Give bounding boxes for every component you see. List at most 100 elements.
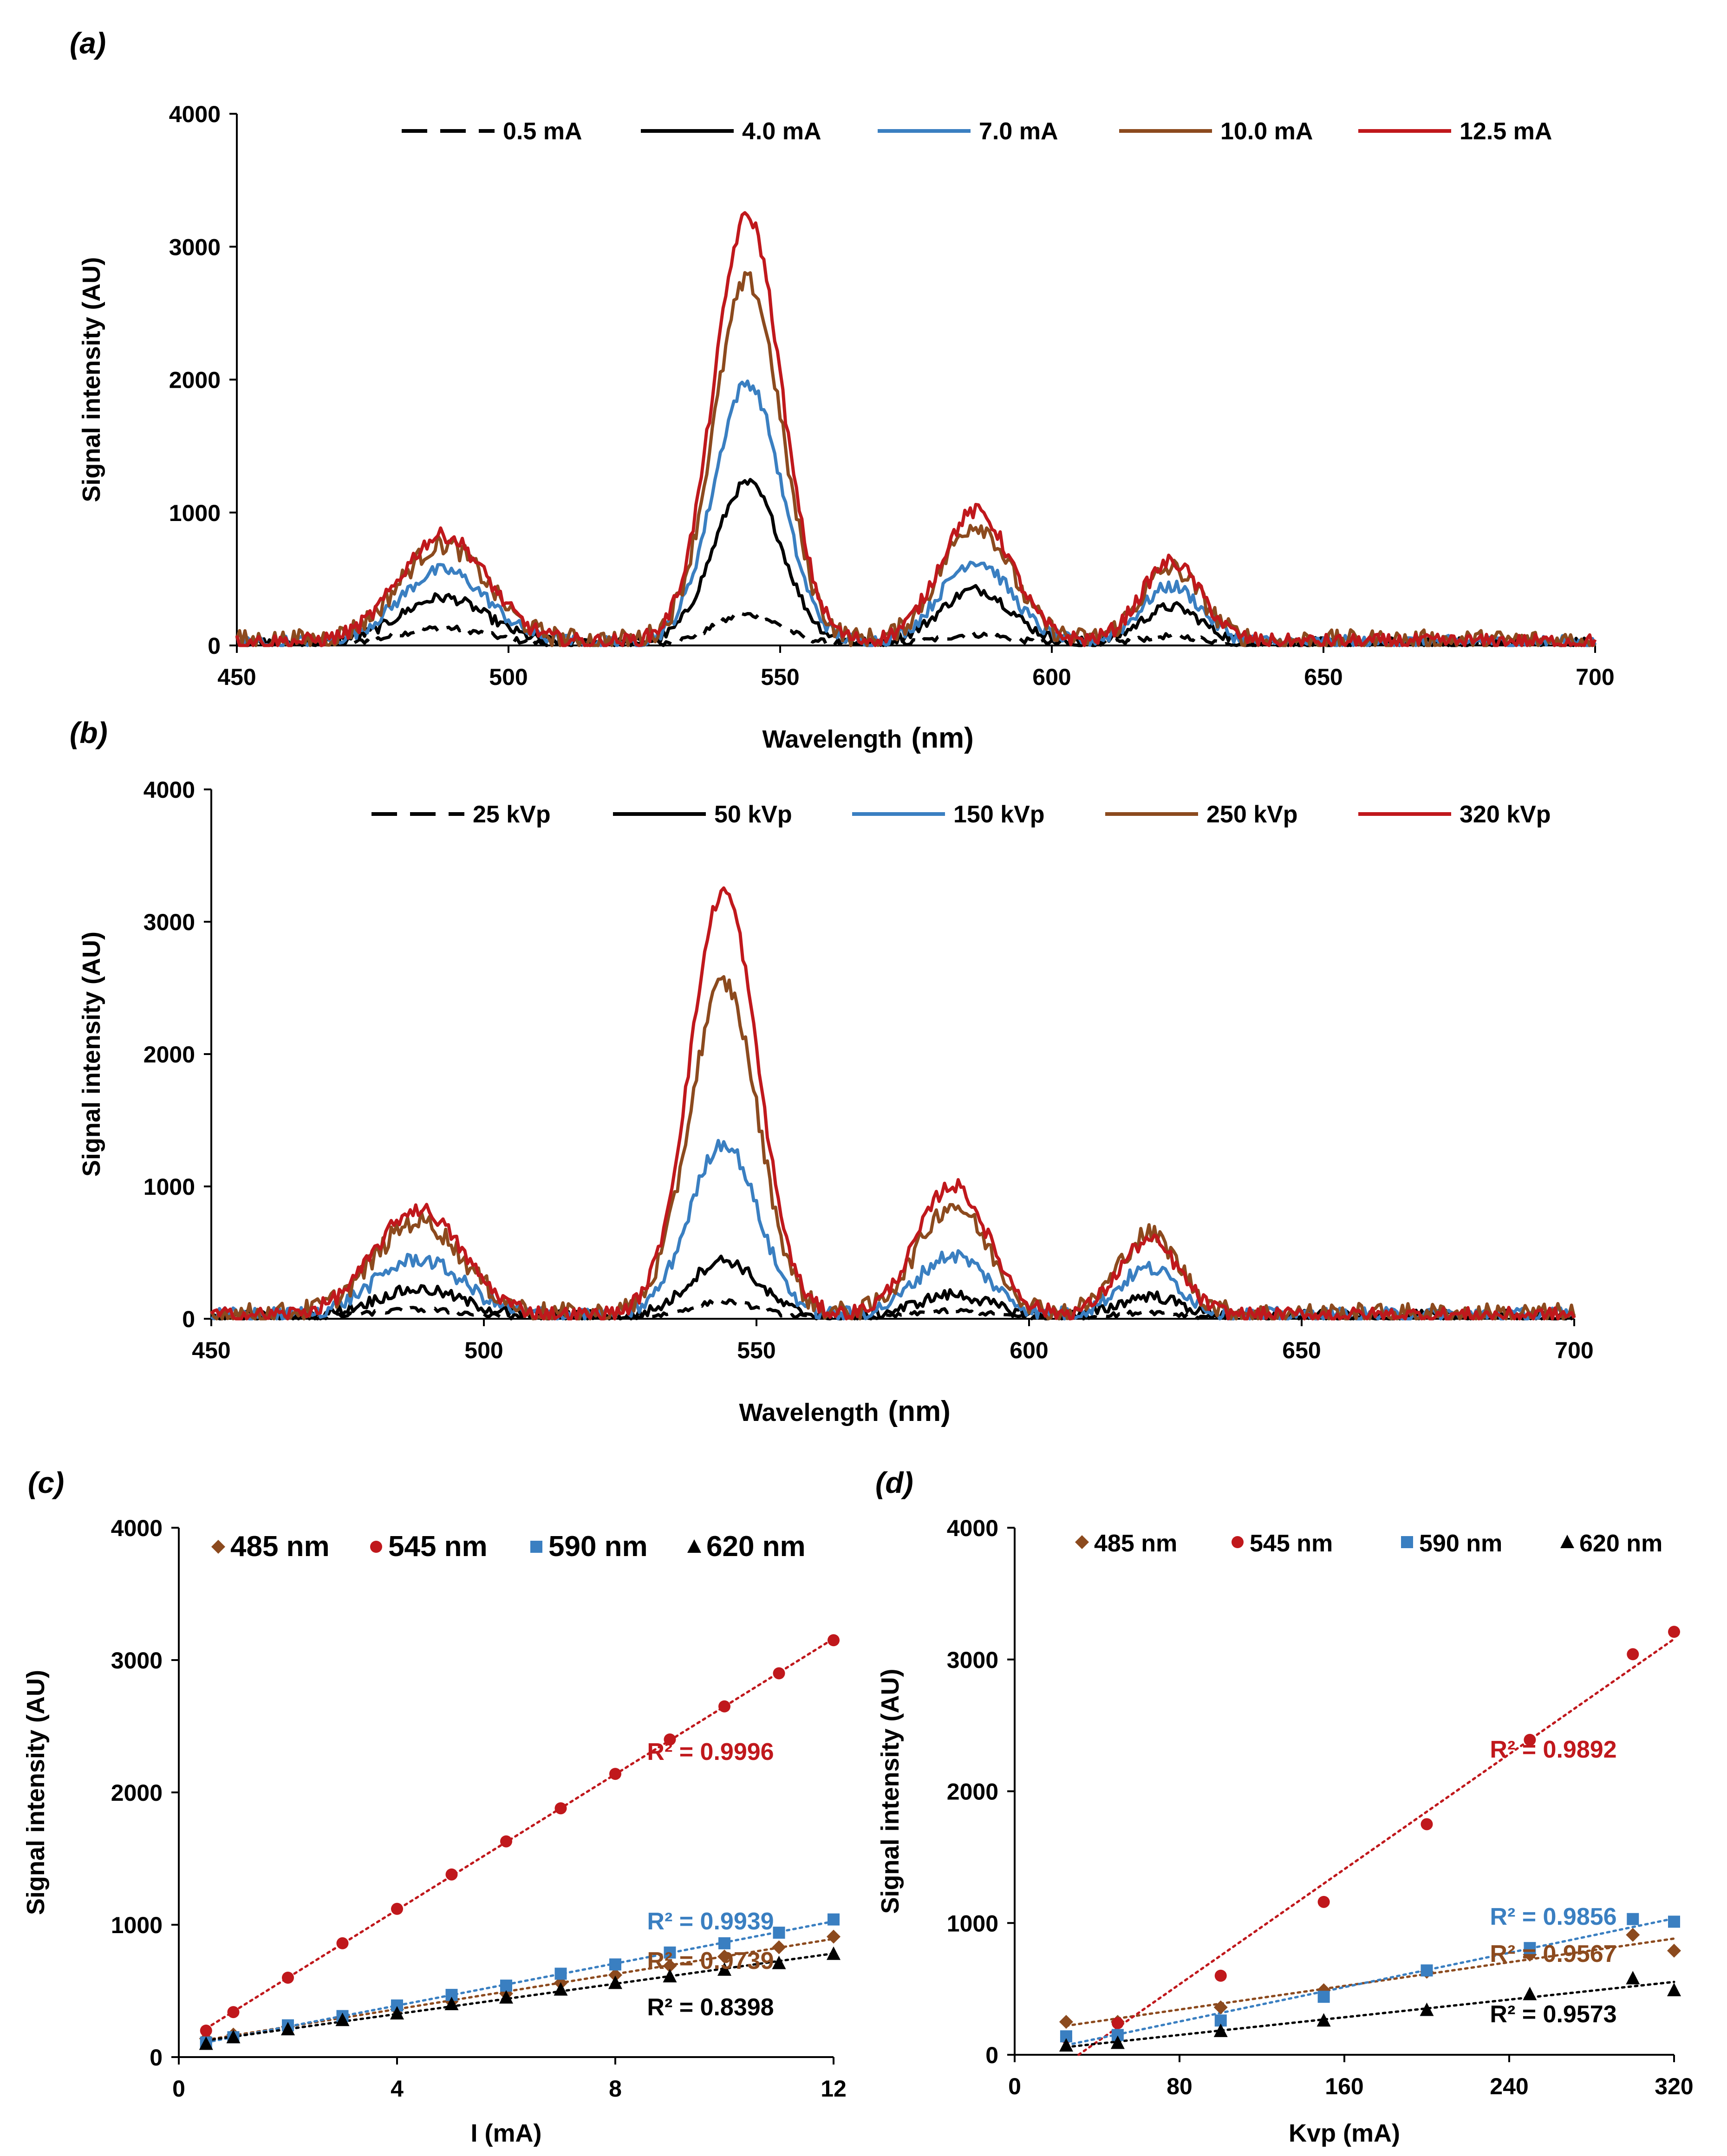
y-tick-label-c: 1000 bbox=[111, 1912, 163, 1938]
data-point-d-3 bbox=[1110, 2035, 1125, 2049]
x-tick-label-d: 0 bbox=[1008, 2073, 1021, 2099]
trendline-d-1 bbox=[1077, 1638, 1675, 2056]
y-axis-title-d: Signal intensity (AU) bbox=[876, 1668, 904, 1914]
legend-marker-c-2 bbox=[530, 1541, 542, 1553]
data-point-c-3 bbox=[199, 2036, 213, 2050]
x-tick-label-c: 12 bbox=[821, 2076, 847, 2102]
data-point-d-1 bbox=[1111, 2017, 1124, 2029]
legend-label-a-4: 12.5 mA bbox=[1460, 118, 1552, 145]
y-tick-label-b: 3000 bbox=[143, 909, 195, 935]
y-tick-label-a: 1000 bbox=[169, 500, 221, 526]
y-tick-label-a: 0 bbox=[208, 633, 221, 659]
legend-label-a-3: 10.0 mA bbox=[1220, 118, 1313, 145]
data-point-d-0 bbox=[1213, 2000, 1228, 2014]
y-tick-label-d: 3000 bbox=[947, 1647, 998, 1673]
data-point-c-1 bbox=[828, 1634, 840, 1647]
x-axis-title-c: I (mA) bbox=[471, 2119, 542, 2147]
trendline-c-2 bbox=[205, 1920, 835, 2044]
data-point-c-3 bbox=[827, 1946, 841, 1960]
y-axis-title-c: Signal intensity (AU) bbox=[22, 1670, 50, 1915]
y-tick-label-d: 1000 bbox=[947, 1910, 998, 1936]
data-point-c-1 bbox=[500, 1835, 512, 1848]
data-point-d-2 bbox=[1627, 1913, 1639, 1925]
trendline-d-3 bbox=[1065, 1980, 1675, 2048]
data-point-d-1 bbox=[1214, 1969, 1227, 1982]
data-point-d-3 bbox=[1213, 2023, 1228, 2037]
data-point-c-1 bbox=[336, 1937, 349, 1949]
legend-label-a-2: 7.0 mA bbox=[979, 118, 1058, 145]
x-tick-label-d: 160 bbox=[1325, 2073, 1363, 2099]
x-tick-label-c: 8 bbox=[609, 2076, 622, 2102]
y-tick-label-c: 4000 bbox=[111, 1515, 163, 1541]
data-point-c-2 bbox=[500, 1980, 512, 1992]
legend-label-d-0: 485 nm bbox=[1094, 1530, 1177, 1557]
legend-label-b-4: 320 kVp bbox=[1460, 801, 1551, 828]
legend-label-d-2: 590 nm bbox=[1419, 1530, 1502, 1557]
data-point-c-3 bbox=[499, 1990, 513, 2004]
panel-label-b: (b) bbox=[70, 716, 108, 749]
x-tick-label-b: 550 bbox=[737, 1337, 776, 1363]
x-tick-label-a: 450 bbox=[217, 664, 256, 690]
x-axis-title-d: Kvp (mA) bbox=[1289, 2119, 1400, 2147]
data-point-c-2 bbox=[718, 1937, 730, 1949]
data-point-c-1 bbox=[282, 1972, 294, 1984]
x-tick-label-a: 550 bbox=[761, 664, 799, 690]
legend-label-b-2: 150 kVp bbox=[953, 801, 1045, 828]
x-axis-unit-a: (nm) bbox=[912, 722, 974, 754]
data-point-c-2 bbox=[554, 1967, 567, 1980]
data-point-c-3 bbox=[226, 2030, 241, 2044]
legend-marker-d-2 bbox=[1401, 1536, 1413, 1548]
legend-label-b-1: 50 kVp bbox=[714, 801, 792, 828]
x-tick-label-b: 600 bbox=[1010, 1337, 1048, 1363]
data-point-d-2 bbox=[1524, 1942, 1536, 1954]
y-tick-label-b: 2000 bbox=[143, 1042, 195, 1068]
trendline-c-1 bbox=[205, 1637, 835, 2030]
data-point-d-1 bbox=[1627, 1648, 1639, 1661]
legend-marker-d-0 bbox=[1075, 1535, 1089, 1549]
legend-label-c-1: 545 nm bbox=[388, 1531, 488, 1563]
data-point-d-1 bbox=[1317, 1895, 1330, 1908]
y-tick-label-a: 2000 bbox=[169, 367, 221, 393]
data-point-d-1 bbox=[1668, 1626, 1680, 1638]
r2-label-d-0: R² = 0.9567 bbox=[1490, 1941, 1616, 1967]
data-point-c-2 bbox=[773, 1927, 785, 1939]
data-point-c-3 bbox=[554, 1982, 568, 1996]
y-tick-label-d: 4000 bbox=[947, 1515, 998, 1541]
y-tick-label-c: 3000 bbox=[111, 1648, 163, 1674]
r2-label-c-2: R² = 0.9939 bbox=[647, 1908, 774, 1935]
y-tick-label-b: 1000 bbox=[143, 1174, 195, 1200]
data-point-d-1 bbox=[1524, 1733, 1536, 1746]
data-point-c-1 bbox=[200, 2025, 212, 2037]
legend-label-a-0: 0.5 mA bbox=[503, 118, 582, 145]
data-point-c-3 bbox=[281, 2022, 295, 2036]
data-point-d-3 bbox=[1667, 1982, 1681, 1996]
data-point-c-1 bbox=[773, 1667, 785, 1680]
series-line-a-3 bbox=[235, 271, 1596, 647]
x-tick-label-b: 650 bbox=[1282, 1337, 1321, 1363]
legend-label-c-2: 590 nm bbox=[548, 1531, 648, 1563]
data-point-d-0 bbox=[1059, 2015, 1073, 2029]
y-tick-label-c: 2000 bbox=[111, 1780, 163, 1806]
legend-label-d-3: 620 nm bbox=[1579, 1530, 1662, 1557]
x-tick-label-a: 650 bbox=[1304, 664, 1342, 690]
r2-label-d-3: R² = 0.9573 bbox=[1490, 2001, 1616, 2028]
data-point-c-0 bbox=[772, 1940, 786, 1954]
panel-label-d: (d) bbox=[875, 1466, 913, 1499]
data-point-c-0 bbox=[717, 1949, 731, 1964]
data-point-c-0 bbox=[608, 1968, 622, 1982]
r2-label-c-3: R² = 0.8398 bbox=[647, 1994, 774, 2021]
data-point-c-2 bbox=[664, 1946, 676, 1959]
x-tick-label-c: 0 bbox=[172, 2076, 185, 2102]
data-point-d-3 bbox=[1316, 2013, 1331, 2027]
data-point-c-1 bbox=[664, 1733, 676, 1746]
legend-label-b-0: 25 kVp bbox=[473, 801, 551, 828]
legend-marker-d-1 bbox=[1232, 1536, 1244, 1548]
x-tick-label-a: 700 bbox=[1576, 664, 1614, 690]
legend-label-b-3: 250 kVp bbox=[1206, 801, 1298, 828]
y-tick-label-d: 0 bbox=[985, 2042, 998, 2068]
x-axis-title-b: Wavelength bbox=[739, 1399, 879, 1426]
r2-label-c-0: R² = 0.9739 bbox=[647, 1948, 774, 1974]
x-tick-label-b: 450 bbox=[192, 1337, 230, 1363]
y-axis-title-b: Signal intensity (AU) bbox=[78, 931, 105, 1177]
r2-label-c-1: R² = 0.9996 bbox=[647, 1739, 774, 1765]
